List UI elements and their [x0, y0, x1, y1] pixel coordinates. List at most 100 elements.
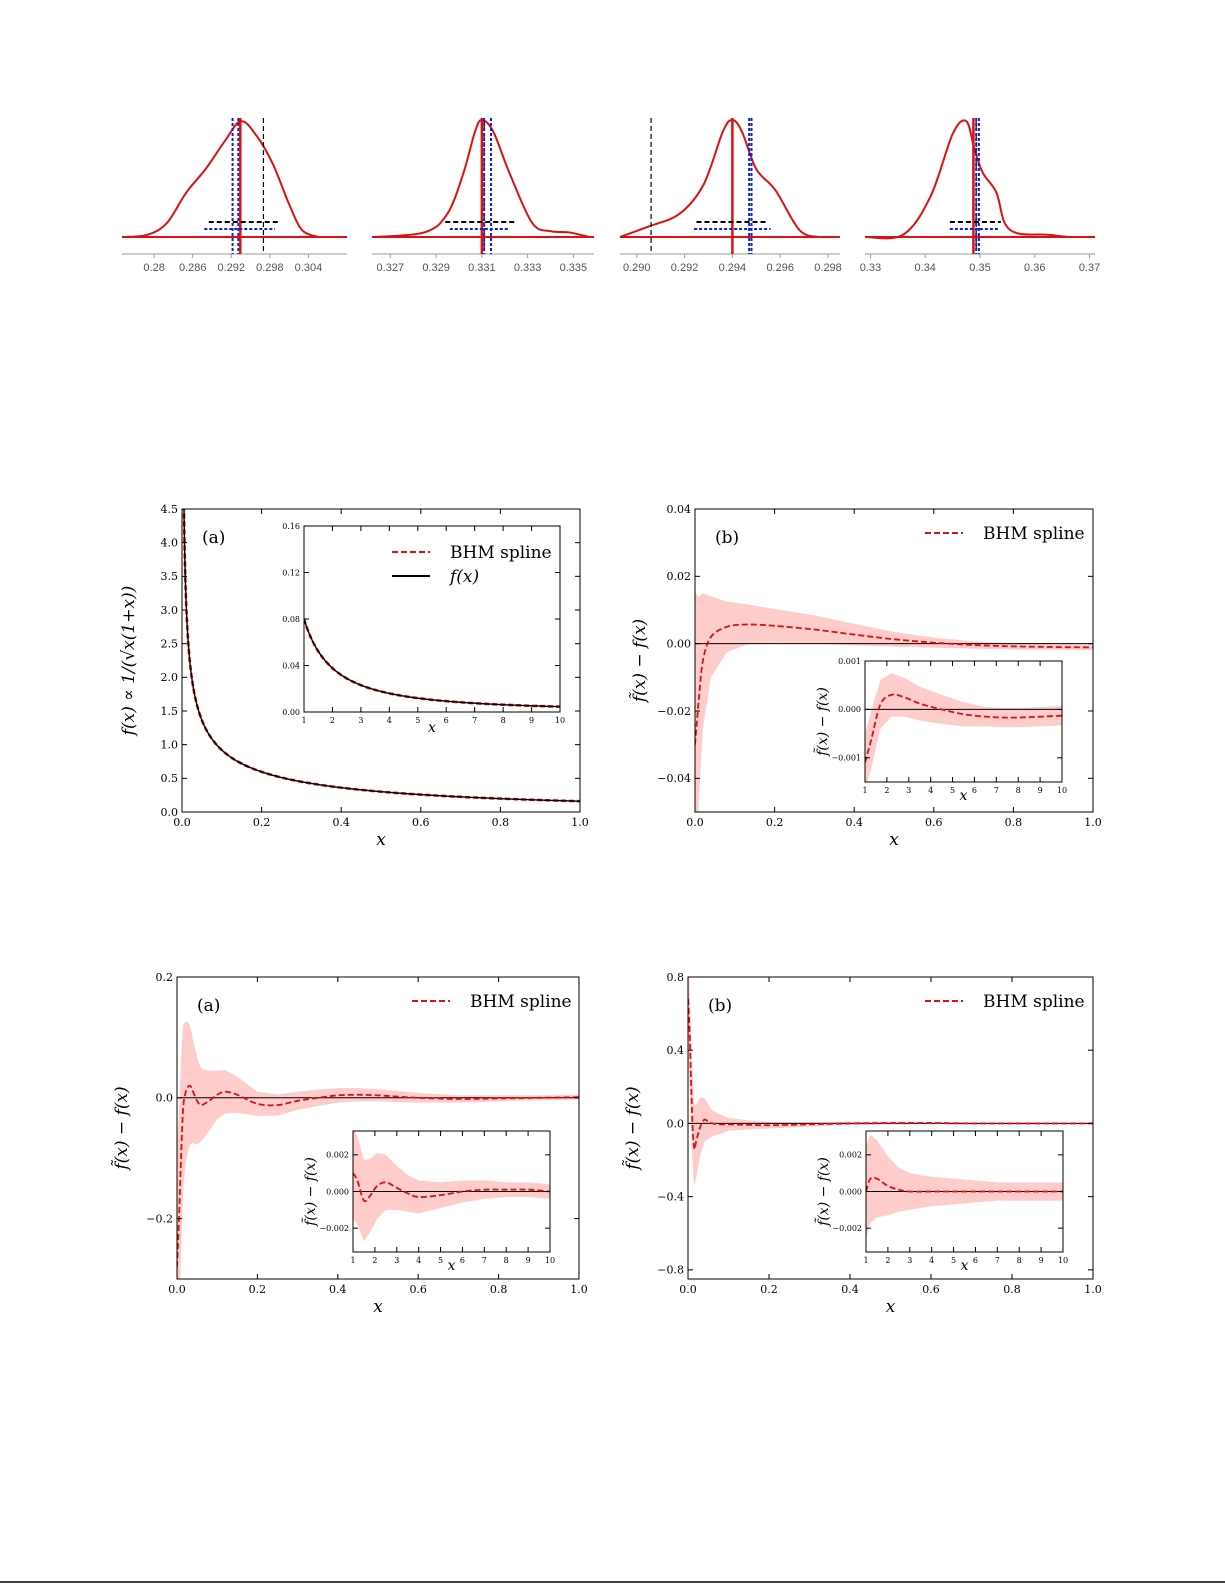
plot-frame	[176, 976, 580, 1280]
uncertainty-band	[866, 1135, 1063, 1238]
y-axis-label: f̃(x) − f(x)	[301, 1157, 319, 1227]
density-tick-label: 0.292	[218, 262, 246, 274]
density-tick-label: 0.292	[671, 262, 699, 274]
bhm-spline-curve	[177, 1084, 579, 1267]
x-tick-label: 5	[438, 1256, 443, 1265]
x-tick-label: 1	[863, 1256, 868, 1265]
panel-label: (b)	[708, 996, 732, 1016]
x-tick-label: 4	[416, 1256, 421, 1265]
density-curve	[374, 118, 590, 238]
panel-a-function: 0.0 0.2 0.4 0.6 0.8 1.0 0.0 0.5 1.0 1.5 2.0 2.5 3.0 3…	[119, 503, 589, 850]
y-tick-label: 0.0	[161, 806, 179, 819]
y-tick-label: 0.16	[282, 522, 300, 531]
y-tick-label: 0.00	[667, 638, 692, 651]
x-axis-label: x	[448, 1258, 456, 1274]
legend-label: BHM spline	[983, 524, 1085, 544]
density-tick-label: 0.28	[143, 262, 164, 274]
legend-label: BHM spline	[450, 543, 552, 563]
x-tick-label: 10	[1058, 1256, 1068, 1265]
x-tick-label: 8	[1017, 1256, 1022, 1265]
x-tick-label: 1.0	[1084, 1283, 1102, 1296]
x-axis-label: x	[960, 788, 968, 804]
y-tick-label: 4.0	[161, 537, 179, 550]
x-tick-label: 6	[460, 1256, 465, 1265]
x-tick-label: 5	[950, 786, 955, 795]
x-tick-label: 3	[394, 1256, 399, 1265]
x-tick-label: 9	[526, 1256, 531, 1265]
x-tick-label: 3	[906, 786, 911, 795]
y-tick-label: 0.002	[326, 1151, 349, 1160]
density-tick-label: 0.290	[623, 262, 651, 274]
y-tick-label: 3.0	[161, 604, 179, 617]
x-tick-label: 4	[928, 786, 933, 795]
x-tick-label: 4	[929, 1256, 934, 1265]
density-curve	[125, 120, 319, 238]
x-tick-label: 10	[545, 1256, 555, 1265]
y-axis-label: f̃(x) − f(x)	[814, 1157, 832, 1227]
true-function-curve	[304, 618, 560, 708]
panel-b-inset: 1 2 3 4 5 6 7 8 9 10 −0.001 0.000 0.001 x f̃(x) − f(x)	[813, 657, 1067, 804]
y-tick-label: 0.000	[839, 1187, 862, 1196]
y-axis-label: f̃(x) − f(x)	[111, 1086, 132, 1171]
x-tick-label: 2	[885, 1256, 890, 1265]
y-axis-label: f(x) ∝ 1/(√x(1+x))	[119, 586, 139, 738]
density-panel-3: 0.290 0.292 0.294 0.296 0.298	[619, 118, 842, 274]
y-tick-label: 0.0	[667, 1117, 685, 1130]
x-tick-label: 0.4	[845, 816, 863, 829]
density-tick-label: 0.37	[1079, 262, 1100, 274]
y-axis-label: f̃(x) − f(x)	[813, 687, 831, 757]
density-tick-label: 0.331	[468, 262, 496, 274]
x-tick-label: 6	[972, 786, 977, 795]
panel-d-inset: 1 2 3 4 5 6 7 8 9 10 −0.002 0.000 0.002 x f̃(x) − f(x)	[814, 1130, 1068, 1274]
y-tick-label: 0.00	[282, 708, 300, 717]
y-tick-label: 0.5	[161, 772, 179, 785]
x-tick-label: 5	[951, 1256, 956, 1265]
plot-frame	[864, 660, 1063, 783]
y-tick-label: −0.02	[657, 705, 691, 718]
x-tick-label: 0.8	[1005, 816, 1023, 829]
x-tick-label: 6	[973, 1256, 978, 1265]
x-tick-label: 0.2	[249, 1283, 267, 1296]
x-tick-label: 6	[444, 716, 449, 725]
x-tick-label: 1.0	[1084, 816, 1102, 829]
panel-c-difference: 0.0 0.2 0.4 0.6 0.8 1.0 −0.2 0.0 0.2 x f̃(x) − f(x…	[111, 971, 587, 1317]
uncertainty-band	[353, 1131, 550, 1241]
x-tick-label: 8	[1016, 786, 1021, 795]
x-tick-label: 4	[387, 716, 392, 725]
bhm-spline-curve	[688, 998, 1093, 1151]
bhm-spline-curve	[304, 618, 560, 708]
y-tick-label: 4.5	[161, 503, 179, 516]
panel-label: (a)	[202, 528, 225, 548]
y-tick-label: 0.04	[282, 661, 300, 670]
x-tick-label: 1	[862, 786, 867, 795]
x-tick-label: 0.0	[686, 816, 704, 829]
x-tick-label: 3	[358, 716, 363, 725]
x-tick-label: 0.0	[168, 1283, 186, 1296]
x-tick-label: 0.4	[841, 1283, 859, 1296]
density-panel-2: 0.327 0.329 0.331 0.333 0.335	[372, 118, 594, 274]
x-tick-label: 0.4	[332, 816, 350, 829]
y-tick-label: 0.02	[667, 570, 692, 583]
density-panel-1: 0.28 0.286 0.292 0.298 0.304	[122, 118, 347, 274]
uncertainty-band	[688, 977, 1093, 1186]
x-tick-label: 5	[415, 716, 420, 725]
plot-frame	[694, 508, 1094, 813]
density-tick-label: 0.335	[560, 262, 588, 274]
y-tick-label: 0.08	[282, 615, 300, 624]
x-tick-label: 3	[907, 1256, 912, 1265]
panel-d-difference: 0.0 0.2 0.4 0.6 0.8 1.0 −0.8 −0.4 0.0 0.4 0.8 x f̃(x…	[622, 971, 1102, 1317]
y-tick-label: −0.8	[657, 1264, 684, 1277]
density-tick-label: 0.298	[814, 262, 842, 274]
x-tick-label: 7	[994, 786, 999, 795]
x-tick-label: 1	[350, 1256, 355, 1265]
y-tick-label: 1.5	[161, 705, 179, 718]
x-tick-label: 2	[884, 786, 889, 795]
y-axis-label: f̃(x) − f(x)	[629, 619, 650, 704]
x-axis-label: x	[373, 1297, 383, 1317]
density-tick-label: 0.294	[719, 262, 747, 274]
x-tick-label: 0.6	[922, 1283, 940, 1296]
density-tick-label: 0.33	[860, 262, 881, 274]
x-axis-label: x	[886, 1297, 896, 1317]
panel-label: (b)	[715, 528, 739, 548]
